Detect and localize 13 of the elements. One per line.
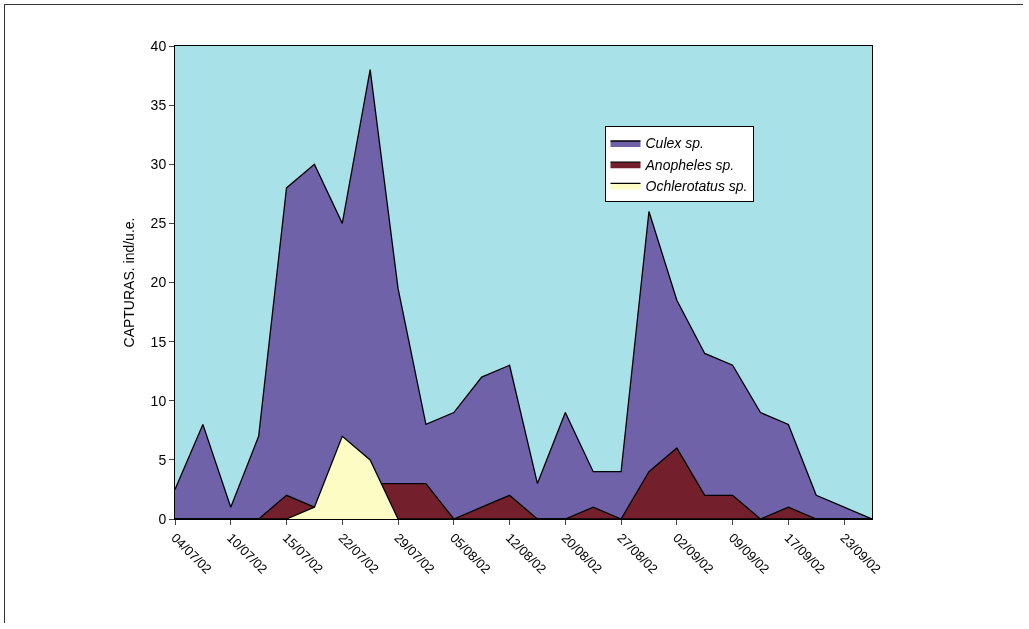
- y-tick-label: 10: [150, 392, 167, 409]
- y-tick-label: 0: [158, 510, 167, 527]
- y-tick-label: 5: [158, 451, 167, 468]
- y-tick-label: 15: [150, 333, 167, 350]
- y-tick-label: 40: [150, 37, 167, 54]
- y-axis-title: CAPTURAS. ind/u.e.: [121, 217, 138, 348]
- y-tick-label: 20: [150, 274, 167, 291]
- legend-label: Ochlerotatus sp.: [645, 177, 748, 194]
- legend-label: Anopheles sp.: [644, 156, 735, 173]
- y-tick-label: 30: [150, 156, 167, 173]
- legend-label: Culex sp.: [645, 135, 704, 152]
- y-tick-label: 35: [150, 97, 167, 114]
- y-tick-label: 25: [150, 215, 167, 232]
